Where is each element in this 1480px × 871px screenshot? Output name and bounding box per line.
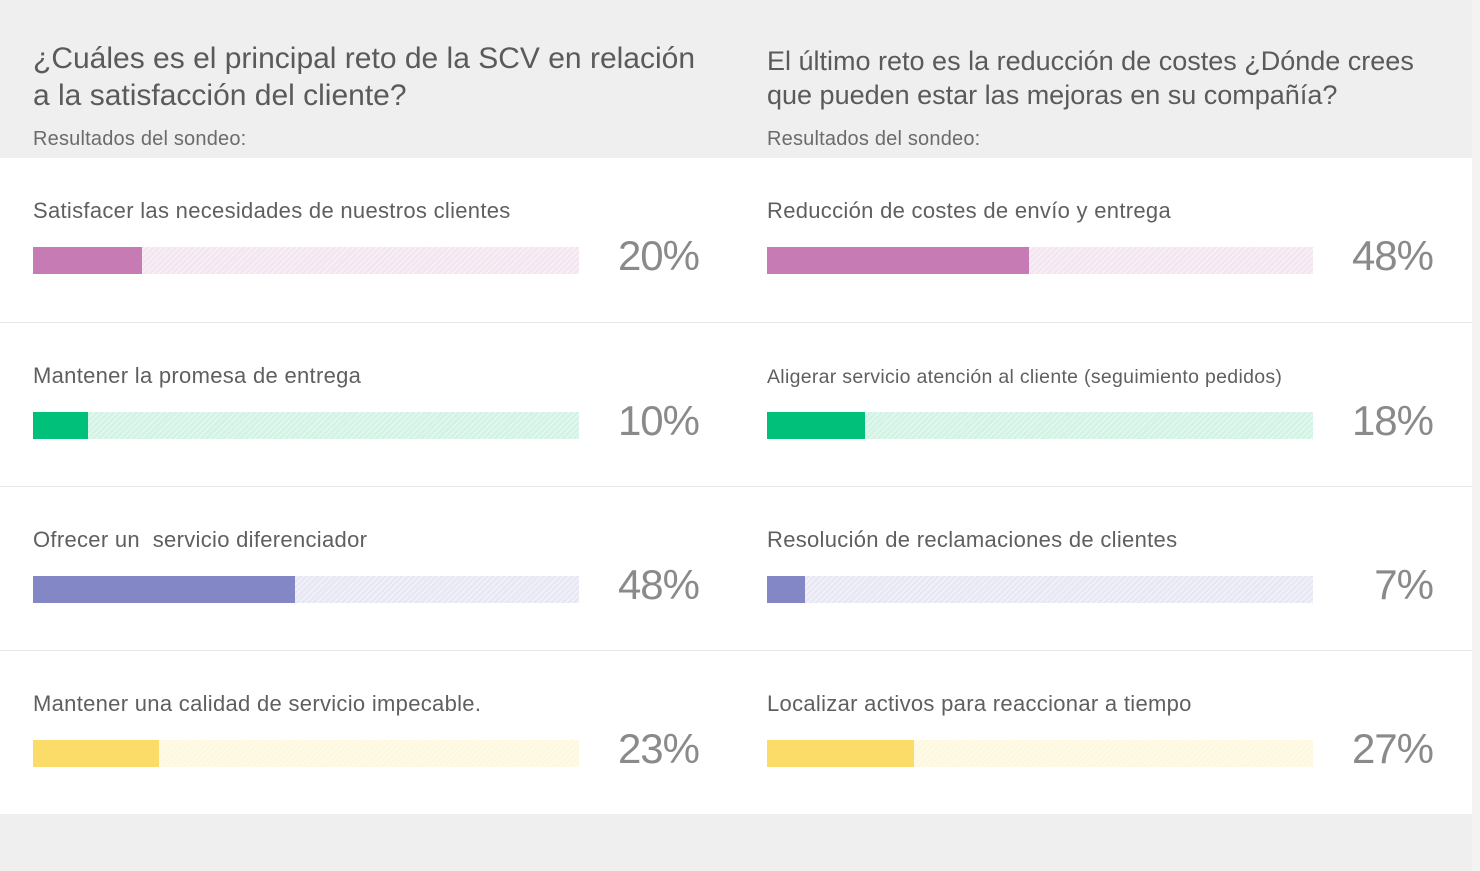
results-row: Satisfacer las necesidades de nuestros c…: [0, 158, 1472, 322]
right-result-item: Reducción de costes de envío y entrega 4…: [767, 158, 1447, 322]
right-edge: [1472, 0, 1480, 871]
bar-fill: [767, 247, 1029, 274]
bar-track: [33, 740, 579, 767]
bar-label: Reducción de costes de envío y entrega: [767, 198, 1171, 223]
bar-label: Resolución de reclamaciones de clientes: [767, 527, 1178, 552]
left-result-item: Mantener una calidad de servicio impecab…: [33, 651, 713, 815]
bar-label: Satisfacer las necesidades de nuestros c…: [33, 198, 511, 223]
bar-track: [33, 412, 579, 439]
bar-fill: [33, 740, 159, 767]
bar-track: [767, 576, 1313, 603]
bar-value-label: 27%: [1351, 725, 1434, 772]
bar-value-label: 10%: [617, 397, 700, 444]
bar-label: Mantener la promesa de entrega: [33, 363, 362, 388]
left-subtitle: Resultados del sondeo:: [33, 128, 247, 150]
results-row: Mantener una calidad de servicio impecab…: [0, 650, 1472, 815]
results-row: Ofrecer un servicio diferenciador 48% Re…: [0, 486, 1472, 651]
bar-track: [767, 740, 1313, 767]
bar-fill: [767, 740, 914, 767]
results-row: Mantener la promesa de entrega 10% Alige…: [0, 322, 1472, 487]
left-result-item: Ofrecer un servicio diferenciador 48%: [33, 487, 713, 651]
bar-label: Mantener una calidad de servicio impecab…: [33, 691, 482, 716]
right-question: El último reto es la reducción de costes…: [767, 46, 1414, 110]
right-subtitle: Resultados del sondeo:: [767, 128, 981, 150]
left-result-item: Satisfacer las necesidades de nuestros c…: [33, 158, 713, 322]
bar-value-label: 48%: [617, 561, 700, 608]
bar-label: Ofrecer un servicio diferenciador: [33, 527, 368, 552]
left-heading: ¿Cuáles es el principal reto de la SCV e…: [33, 40, 713, 114]
right-result-item: Localizar activos para reaccionar a tiem…: [767, 651, 1447, 815]
bar-label: Localizar activos para reaccionar a tiem…: [767, 691, 1192, 716]
bar-value-label: 23%: [617, 725, 700, 772]
bar-label: Aligerar servicio atención al cliente (s…: [767, 366, 1283, 388]
bar-value-label: 20%: [617, 232, 700, 279]
right-result-item: Aligerar servicio atención al cliente (s…: [767, 323, 1447, 487]
bar-fill: [767, 576, 805, 603]
footer: [0, 814, 1472, 871]
bar-track: [33, 247, 579, 274]
header: ¿Cuáles es el principal reto de la SCV e…: [0, 0, 1480, 158]
left-result-item: Mantener la promesa de entrega 10%: [33, 323, 713, 487]
results-panel: Satisfacer las necesidades de nuestros c…: [0, 158, 1472, 814]
right-heading: El último reto es la reducción de costes…: [767, 40, 1447, 112]
bar-fill: [767, 412, 865, 439]
bar-value-label: 48%: [1351, 232, 1434, 279]
bar-track: [767, 412, 1313, 439]
bar-value-label: 7%: [1374, 561, 1434, 608]
bar-track: [33, 576, 579, 603]
bar-fill: [33, 247, 142, 274]
left-question: ¿Cuáles es el principal reto de la SCV e…: [33, 42, 696, 112]
right-result-item: Resolución de reclamaciones de clientes …: [767, 487, 1447, 651]
bar-track: [767, 247, 1313, 274]
bar-fill: [33, 412, 88, 439]
bar-value-label: 18%: [1351, 397, 1434, 444]
bar-fill: [33, 576, 295, 603]
